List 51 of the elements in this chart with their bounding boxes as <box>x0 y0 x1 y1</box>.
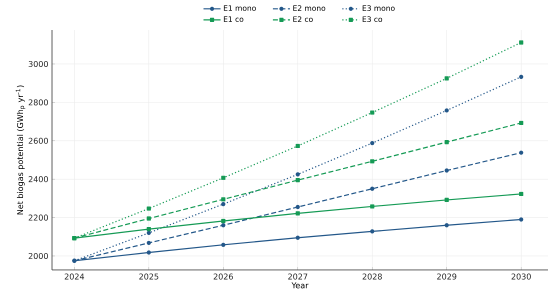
point <box>370 159 374 164</box>
point <box>146 206 151 211</box>
point <box>519 40 524 45</box>
point <box>519 217 524 222</box>
point <box>444 108 449 113</box>
point <box>370 110 374 115</box>
y-tick-label: 2200 <box>28 214 48 221</box>
y-tick-label: 2000 <box>28 252 48 259</box>
point <box>519 74 524 79</box>
y-tick-label: 2800 <box>28 99 48 106</box>
point <box>370 186 374 191</box>
y-tick-label: 2400 <box>28 176 48 182</box>
point <box>146 230 151 236</box>
point <box>444 168 449 173</box>
point <box>296 144 300 148</box>
y-tick-label: 3000 <box>28 60 48 67</box>
point <box>221 218 226 224</box>
x-tick-label: 2028 <box>362 274 382 280</box>
point <box>370 229 374 234</box>
point <box>221 202 226 206</box>
y-tick-label: 2600 <box>28 138 48 144</box>
x-tick-label: 2029 <box>437 274 456 280</box>
x-axis-title: Year <box>292 282 308 288</box>
point <box>146 226 151 232</box>
x-tick-label: 2025 <box>139 274 158 280</box>
point <box>221 176 226 180</box>
point <box>146 240 151 246</box>
point <box>519 192 524 196</box>
point <box>444 140 449 144</box>
point <box>146 216 151 221</box>
point <box>221 242 226 247</box>
point <box>370 204 374 209</box>
point <box>296 204 300 210</box>
point <box>296 236 300 240</box>
point <box>296 178 300 182</box>
point <box>221 223 226 228</box>
x-tick-label: 2024 <box>64 274 84 280</box>
x-tick-label: 2027 <box>288 274 308 280</box>
x-tick-label: 2030 <box>512 274 531 280</box>
point <box>221 197 226 202</box>
x-tick-label: 2026 <box>214 274 233 280</box>
point <box>519 150 524 155</box>
point <box>370 140 374 146</box>
point <box>519 120 524 126</box>
point <box>146 250 151 255</box>
point <box>444 198 449 202</box>
point <box>444 223 449 228</box>
point <box>296 211 300 216</box>
point <box>296 172 300 176</box>
y-axis-title: Net biogas potential (GWh$_{p}$ yr$^{-1}$) <box>16 85 26 214</box>
point <box>444 76 449 80</box>
